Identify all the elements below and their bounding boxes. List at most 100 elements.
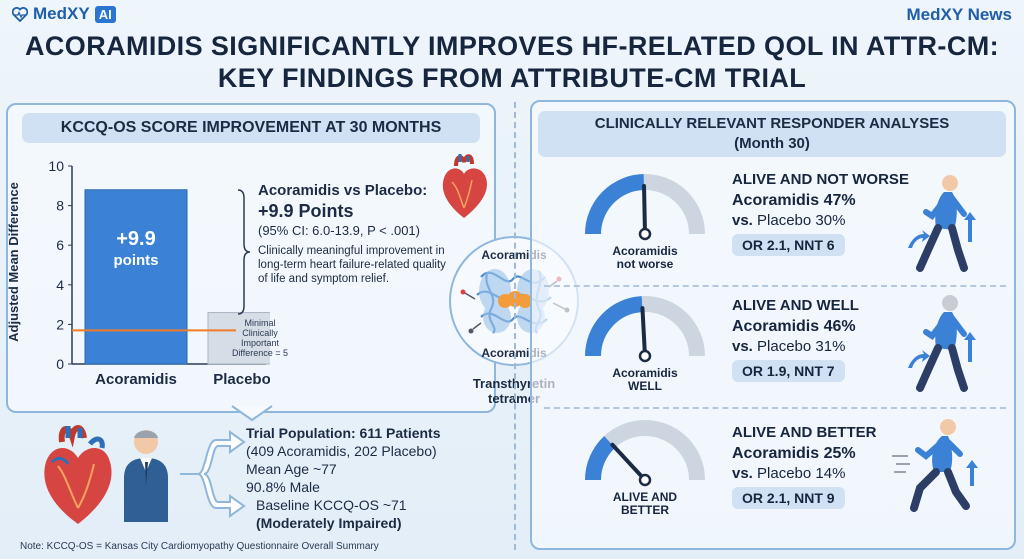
gauge-needle [642, 184, 647, 236]
x-category-label: Acoramidis [95, 371, 177, 388]
y-axis-title: Adjusted Mean Difference [6, 182, 21, 342]
branch-arrow-icon [180, 430, 246, 518]
gauge-hub [638, 227, 652, 241]
gauge-label-line2: WELL [628, 379, 662, 393]
row-acoramidis: Acoramidis 46% [732, 318, 856, 335]
mcid-label-line: Important [240, 338, 280, 348]
row-placebo-prefix: vs. [732, 465, 753, 482]
gauge-track [643, 174, 705, 235]
mcid-label-line: Clinically [242, 328, 278, 338]
comparison-value: +9.9 Points [258, 201, 354, 221]
gauge-needle [610, 442, 647, 482]
brand-news: MedXY News [906, 5, 1012, 24]
kccq-panel-heading: KCCQ-OS SCORE IMPROVEMENT AT 30 MONTHS [22, 113, 480, 143]
row-placebo-prefix: vs. [732, 212, 753, 229]
y-tick-label: 0 [56, 356, 64, 372]
bar-placebo [207, 312, 270, 365]
population-line3: Mean Age ~77 [246, 461, 337, 477]
or-nnt-badge: OR 1.9, NNT 7 [732, 360, 845, 382]
gauge-label: ALIVE AND BETTER [580, 491, 710, 517]
row-title: ALIVE AND BETTER [732, 424, 877, 441]
panel-divider [514, 102, 516, 550]
gauge-track [641, 296, 705, 357]
row-placebo-prefix: vs. [732, 338, 753, 355]
walking-person-icon [908, 175, 976, 272]
row-separator [544, 407, 1006, 409]
bar-acoramidis [84, 189, 188, 365]
comparison-title: Acoramidis vs Placebo: [258, 182, 428, 199]
mcid-label-line: Difference = 5 [231, 348, 289, 358]
gauge-not-worse-icon [585, 174, 705, 241]
gauge-fill [585, 174, 645, 235]
footnote: Note: KCCQ-OS = Kansas City Cardiomyopat… [20, 541, 379, 552]
responder-text-3: ALIVE AND BETTER Acoramidis 25% vs. Plac… [732, 424, 877, 509]
row-acoramidis: Acoramidis 25% [732, 445, 856, 462]
gauge-label: Acoramidis not worse [580, 245, 710, 271]
heart-logo-icon [12, 6, 28, 22]
gauge-needle [640, 306, 647, 358]
population-line6: (Moderately Impaired) [256, 515, 402, 531]
gauge-label-line2: BETTER [621, 503, 669, 517]
gauge-label: Acoramidis WELL [580, 367, 710, 393]
running-person-icon [892, 419, 978, 512]
gauge-label-line1: Acoramidis [612, 244, 678, 258]
population-line4: 90.8% Male [246, 479, 320, 495]
gauge-label-line1: ALIVE AND [612, 490, 678, 504]
row-placebo: vs. Placebo 31% [732, 338, 859, 355]
patient-avatar-icon [124, 430, 168, 522]
responder-row-1: Acoramidis not worse [580, 168, 710, 278]
responder-panel-heading: CLINICALLY RELEVANT RESPONDER ANALYSES (… [538, 111, 1006, 157]
mcid-label-line: Minimal [244, 318, 276, 328]
gauge-fill [585, 435, 616, 481]
gauge-hub [638, 349, 652, 363]
gauge-label-line2: not worse [616, 257, 674, 271]
responder-row-3: ALIVE AND BETTER [580, 414, 710, 524]
row-placebo-value: Placebo 31% [752, 338, 846, 355]
gauge-hub [638, 473, 652, 487]
gauge-well-icon [585, 296, 705, 363]
kccq-bar-chart: 0 2 4 6 8 10 +9.9 points Acoramidis Placebo [48, 158, 270, 388]
or-nnt-badge: OR 2.1, NNT 6 [732, 234, 845, 256]
title-line-1: ACORAMIDIS SIGNIFICANTLY IMPROVES HF-REL… [25, 31, 999, 61]
comparison-block: Acoramidis vs Placebo: +9.9 Points (95% … [258, 182, 448, 286]
y-tick-label: 10 [48, 158, 64, 174]
y-tick-label: 6 [56, 237, 64, 253]
row-separator [544, 285, 1006, 287]
population-line1: Trial Population: 611 Patients [246, 425, 441, 441]
gauge-label-line1: Acoramidis [612, 366, 678, 380]
y-tick-label: 4 [56, 277, 64, 293]
x-category-label: Placebo [213, 371, 270, 388]
brand-logo: MedXY AI [12, 4, 116, 24]
heart-large-icon [44, 425, 112, 524]
y-tick-label: 8 [56, 198, 64, 214]
y-tick-label: 2 [56, 316, 64, 332]
row-placebo: vs. Placebo 14% [732, 465, 876, 482]
responder-text-1: ALIVE AND NOT WORSE Acoramidis 47% vs. P… [732, 171, 909, 256]
gauge-better-icon [585, 420, 705, 487]
heart-anatomy-icon [442, 154, 488, 218]
gauge-track [604, 420, 705, 481]
row-title: ALIVE AND NOT WORSE [732, 171, 909, 188]
responder-heading-line1: CLINICALLY RELEVANT RESPONDER ANALYSES [594, 115, 950, 132]
responder-heading-line2: (Month 30) [734, 135, 810, 152]
bar-label-unit: points [114, 252, 159, 269]
brand-ai-badge: AI [94, 5, 116, 23]
responder-text-2: ALIVE AND WELL Acoramidis 46% vs. Placeb… [732, 297, 859, 382]
mcid-label: Minimal Clinically Important Difference … [230, 318, 290, 358]
population-block: Trial Population: 611 Patients (409 Acor… [246, 424, 441, 532]
row-title: ALIVE AND WELL [732, 297, 859, 314]
comparison-description: Clinically meaningful improvement in lon… [258, 245, 446, 285]
title-line-2: KEY FINDINGS FROM ATTRIBUTE-CM TRIAL [217, 63, 807, 93]
row-placebo-value: Placebo 14% [752, 465, 846, 482]
population-line5: Baseline KCCQ-OS ~71 [256, 497, 407, 513]
comparison-ci: (95% CI: 6.0-13.9, P < .001) [258, 223, 420, 238]
row-placebo-value: Placebo 30% [752, 212, 846, 229]
walking-person-icon [908, 295, 976, 392]
bracket-icon [237, 189, 251, 315]
down-chevron-icon [231, 405, 273, 422]
bar-label-value: +9.9 [116, 228, 155, 250]
gauge-fill [585, 296, 644, 357]
responder-row-2: Acoramidis WELL [580, 290, 710, 400]
row-acoramidis: Acoramidis 47% [732, 192, 856, 209]
population-line2: (409 Acoramidis, 202 Placebo) [246, 443, 437, 459]
